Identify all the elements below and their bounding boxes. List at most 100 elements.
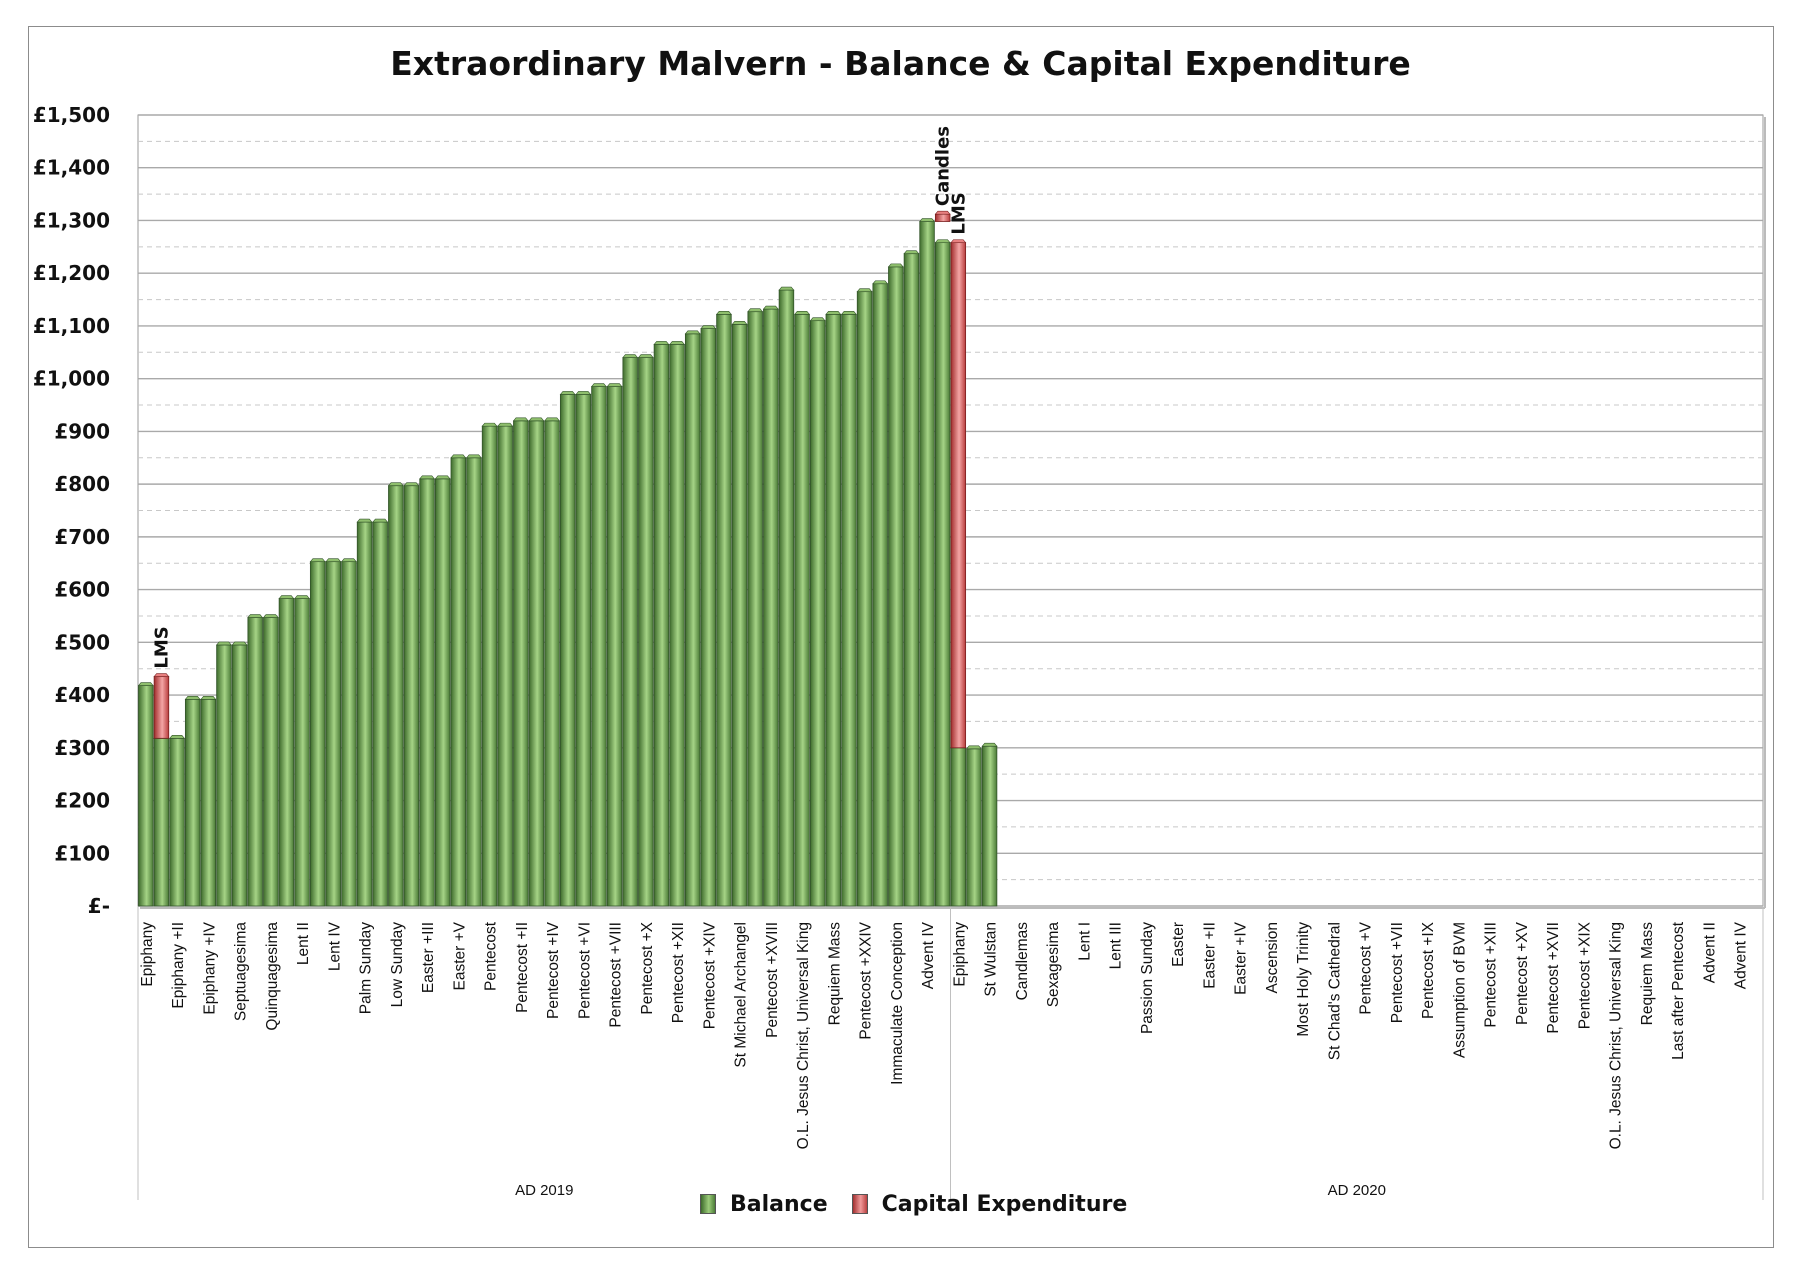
bar-balance-cap [669, 341, 686, 345]
bar-balance-cap [184, 695, 201, 700]
legend-label-capital-expenditure: Capital Expenditure [881, 1191, 1128, 1217]
bar-balance [841, 313, 857, 907]
legend-item-capital-expenditure: Capital Expenditure [851, 1191, 1128, 1217]
y-tick-label: £- [88, 894, 110, 918]
legend-swatch-capital-expenditure [851, 1194, 868, 1214]
x-tick-label: Immaculate Conception [889, 922, 906, 1085]
bar-balance [622, 357, 638, 907]
bar-balance [528, 420, 545, 907]
bar-balance-cap [512, 417, 529, 422]
bar-balance [825, 313, 842, 907]
bar-balance-cap [747, 308, 764, 312]
bar-balance-cap [544, 417, 561, 422]
bar-balance-cap [684, 330, 701, 335]
bar-balance-cap [450, 454, 467, 459]
bar-balance [231, 644, 248, 907]
y-tick-label: £800 [54, 472, 110, 496]
bar-balance-cap [169, 735, 186, 739]
x-tick-label: Epiphany [951, 922, 968, 987]
x-tick-label: Requiem Mass [826, 922, 843, 1026]
x-tick-label: Assumption of BVM [1451, 922, 1468, 1058]
bar-balance [981, 745, 998, 907]
bar-balance-cap [903, 250, 920, 254]
data-label: Candles [933, 126, 954, 206]
bar-balance-cap [559, 391, 576, 395]
bar-balance-cap [887, 263, 904, 268]
y-tick-label: £700 [54, 525, 110, 549]
bar-balance [403, 485, 420, 907]
bar-balance [294, 598, 310, 907]
bar-balance [700, 328, 717, 907]
bar-balance [809, 320, 826, 907]
y-tick-label: £1,400 [33, 156, 110, 180]
x-tick-label: Pentecost +XIV [701, 921, 718, 1029]
bar-balance [856, 291, 873, 907]
bar-balance [606, 386, 623, 907]
x-tick-label: Pentecost +XXIV [858, 921, 875, 1039]
x-tick-label: Pentecost +V [1358, 921, 1375, 1014]
bar-balance [419, 478, 435, 907]
legend-swatch-balance [700, 1194, 716, 1214]
x-tick-label: Advent IV [1733, 921, 1750, 989]
x-tick-label: Ascension [1264, 922, 1281, 994]
x-tick-label: Pentecost +XIII [1483, 922, 1500, 1028]
x-tick-label: O.L. Jesus Christ, Universal King [1608, 922, 1625, 1149]
x-tick-label: Sexagesima [1045, 922, 1062, 1008]
x-tick-label: Pentecost +IV [545, 921, 562, 1019]
bar-balance-cap [590, 383, 607, 387]
y-tick-label: £200 [54, 789, 110, 813]
x-tick-label: Pentecost [483, 921, 500, 991]
x-tick-label: Lent I [1076, 922, 1093, 961]
bar-balance-cap [778, 286, 795, 291]
bar-balance-cap [528, 417, 545, 422]
bar-balance-cap [497, 422, 514, 427]
x-tick-label: Pentecost +XIX [1576, 921, 1593, 1029]
bar-balance [341, 561, 357, 907]
bar-balance [200, 698, 217, 907]
y-tick-label: £1,300 [33, 208, 110, 232]
bar-balance [919, 221, 935, 907]
bar-balance-cap [637, 354, 654, 358]
bar-balance-cap [622, 354, 639, 358]
data-label: LMS [151, 626, 172, 668]
bar-balance-cap [606, 383, 623, 387]
bar-balance-cap [762, 305, 779, 310]
x-tick-label: Pentecost +VII [1389, 922, 1406, 1023]
bar-balance-cap [919, 218, 936, 222]
bar-balance [450, 457, 467, 907]
chart-legend: Balance Capital Expenditure [700, 1191, 1151, 1217]
bar-balance-cap [731, 321, 748, 325]
legend-item-balance: Balance [700, 1192, 828, 1217]
x-tick-label: Lent II [295, 922, 312, 965]
bar-balance-cap [481, 422, 498, 427]
x-tick-label: Quinquagesima [264, 922, 281, 1031]
bar-balance-cap [200, 695, 217, 700]
bar-balance-cap [840, 311, 857, 315]
y-tick-label: £300 [54, 736, 110, 760]
bar-balance-cap [419, 475, 436, 480]
x-tick-label: Easter +IV [1233, 921, 1250, 994]
x-tick-label: Last after Pentecost [1670, 921, 1687, 1060]
bar-balance-cap [309, 558, 326, 562]
bar-balance [888, 266, 904, 907]
x-tick-label: Epiphany +IV [201, 921, 218, 1014]
bar-balance [513, 420, 529, 907]
group-label: AD 2019 [515, 1182, 573, 1199]
x-tick-label: Easter +II [1201, 922, 1218, 989]
bar-balance [434, 478, 451, 907]
data-label: LMS [948, 192, 969, 234]
bar-balance-cap [825, 311, 842, 315]
x-tick-label: Pentecost +XVII [1545, 922, 1562, 1034]
bar-balance-cap [715, 311, 732, 315]
bar-balance [216, 644, 232, 907]
bar-balance-cap [215, 641, 232, 646]
bar-balance [638, 357, 654, 907]
bar-balance [684, 333, 701, 907]
bar-balance [716, 313, 732, 907]
bar-capital-expenditure-cap [153, 673, 170, 677]
bar-balance [934, 242, 951, 907]
y-tick-label: £1,000 [33, 367, 110, 391]
bar-balance [778, 289, 795, 907]
bar-balance [388, 485, 404, 907]
y-tick-label: £1,500 [33, 103, 110, 127]
